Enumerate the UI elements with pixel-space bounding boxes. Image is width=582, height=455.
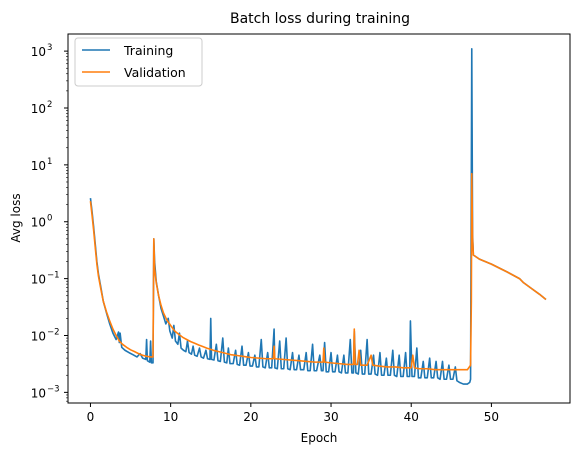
x-tick-label: 10 — [163, 410, 178, 424]
legend-label-validation: Validation — [124, 65, 186, 80]
y-tick-label: 10 — [31, 216, 46, 230]
x-tick-label: 30 — [323, 410, 338, 424]
x-tick-label: 0 — [87, 410, 95, 424]
x-tick-label: 20 — [243, 410, 258, 424]
plot-frame — [67, 33, 571, 404]
y-tick-label: 10 — [31, 102, 46, 116]
y-tick-label: 10 — [31, 159, 46, 173]
x-axis-label: Epoch — [301, 431, 338, 445]
y-tick-exponent: −1 — [47, 271, 60, 281]
y-tick-exponent: −3 — [47, 384, 60, 394]
y-tick-label: 10 — [31, 329, 46, 343]
y-tick-label: 10 — [31, 273, 46, 287]
x-axis: 0 10 20 30 40 50 — [87, 403, 499, 424]
legend-label-training: Training — [123, 43, 173, 58]
y-axis-label: Avg loss — [9, 193, 23, 242]
x-tick-label: 40 — [404, 410, 419, 424]
chart-title: Batch loss during training — [230, 11, 410, 27]
x-tick-label: 50 — [484, 410, 499, 424]
y-tick-exponent: 3 — [47, 43, 52, 53]
y-tick-exponent: 1 — [47, 157, 52, 167]
y-tick-exponent: 2 — [47, 100, 52, 110]
series-line-validation — [89, 172, 547, 371]
y-tick-label: 10 — [31, 45, 46, 59]
y-tick-label: 10 — [31, 386, 46, 400]
legend: Training Validation — [74, 37, 203, 87]
y-tick-exponent: 0 — [47, 214, 52, 224]
y-tick-exponent: −2 — [47, 327, 60, 337]
series-layer — [89, 47, 547, 385]
